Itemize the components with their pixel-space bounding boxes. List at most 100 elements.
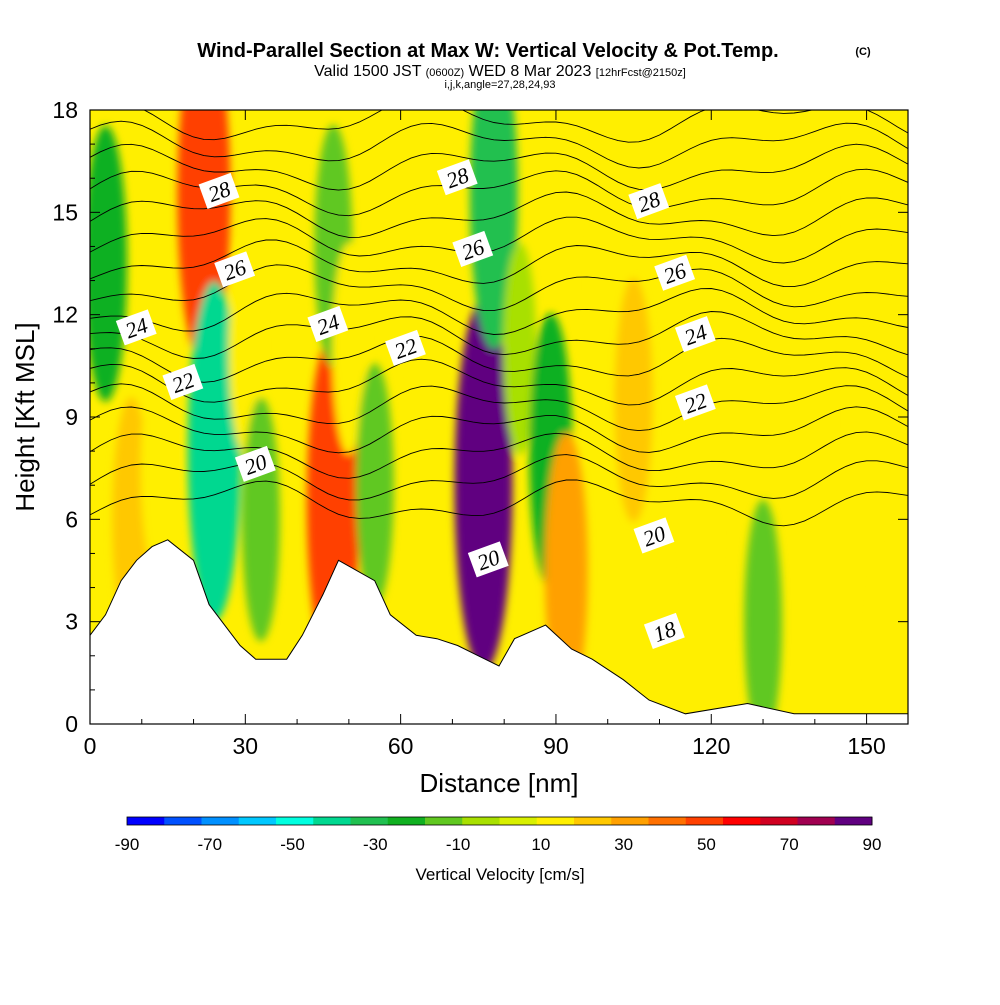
theta-contour-line — [90, 383, 908, 432]
colorbar-swatch — [536, 817, 575, 825]
theta-contour-line — [90, 431, 908, 479]
colorbar-tick-label: -30 — [363, 835, 388, 854]
theta-contour-line — [90, 191, 908, 238]
theta-contour-line — [90, 239, 908, 288]
contour-label-box — [307, 305, 349, 342]
contour-label-box — [674, 316, 716, 353]
y-tick-label: 9 — [65, 404, 78, 430]
colorbar-tick-label: -10 — [446, 835, 471, 854]
contour-label: 26 — [214, 251, 256, 288]
contour-label-box — [633, 517, 675, 554]
colorbar-tick-label: 10 — [531, 835, 550, 854]
vertical-velocity-cell — [614, 277, 653, 522]
y-tick-label: 15 — [52, 199, 78, 225]
contour-label-box — [452, 230, 494, 267]
x-tick-label: 30 — [233, 733, 259, 759]
colorbar-tick-label: 50 — [697, 835, 716, 854]
theta-contour-line — [90, 143, 908, 191]
contour-label-box — [162, 363, 204, 400]
colorbar-swatch — [425, 817, 463, 825]
x-tick-label: 120 — [692, 733, 730, 759]
colorbar-tick-label: 90 — [863, 835, 882, 854]
contour-label-box — [628, 183, 670, 220]
vertical-velocity-cell — [684, 413, 718, 626]
indices-note: i,j,k,angle=27,28,24,93 — [444, 79, 555, 91]
vertical-velocity-cell — [228, 242, 262, 455]
colorbar-frame — [126, 816, 873, 826]
vertical-velocity-cell — [469, 110, 518, 350]
colorbar-tick-label: -50 — [280, 835, 305, 854]
contour-label: 20 — [467, 541, 509, 578]
colorbar-swatch — [499, 817, 538, 825]
vertical-velocity-cell — [870, 549, 904, 724]
vertical-velocity-cell — [410, 208, 444, 421]
contour-label-box — [654, 254, 696, 291]
colorbar-swatch — [238, 817, 277, 825]
colorbar: -90 -70 -50 -30 -10 10 30 50 70 90 — [115, 816, 882, 854]
x-tick-label: 150 — [847, 733, 885, 759]
vertical-velocity-cell — [798, 311, 832, 523]
colorbar-swatch — [685, 817, 724, 825]
theta-contour-line — [90, 358, 908, 406]
x-tick-label: 60 — [388, 733, 414, 759]
vertical-velocity-cell — [850, 110, 884, 319]
subtitle-utc: (0600Z) — [426, 67, 465, 79]
contour-label: 20 — [633, 517, 675, 554]
vertical-velocity-cell — [503, 242, 537, 455]
theta-contour-line — [90, 479, 908, 527]
colorbar-swatch — [760, 817, 798, 825]
contour-label: 18 — [643, 612, 685, 649]
colorbar-label: Vertical Velocity [cm/s] — [415, 865, 584, 884]
colorbar-tick-label: 70 — [780, 835, 799, 854]
x-tick-label: 90 — [543, 733, 569, 759]
y-tick-label: 18 — [52, 97, 78, 123]
subtitle-fcst: [12hrFcst@2150z] — [596, 67, 686, 79]
contour-label-box — [674, 384, 716, 421]
colorbar-swatch — [387, 817, 426, 825]
colorbar-swatch — [164, 817, 202, 825]
contour-label: 24 — [674, 316, 716, 353]
x-axis-label: Distance [nm] — [420, 768, 579, 798]
theta-contour-line — [90, 311, 908, 359]
contour-label: 22 — [162, 363, 204, 400]
theta-contour-line — [90, 288, 908, 335]
colorbar-swatch — [574, 817, 612, 825]
y-tick-label: 12 — [52, 302, 78, 328]
x-tick-label: 0 — [84, 733, 97, 759]
colorbar-swatch — [834, 817, 873, 825]
vertical-velocity-cell — [140, 362, 174, 575]
y-axis-label: Height [Kft MSL] — [10, 322, 40, 511]
contour-label-box — [214, 251, 256, 288]
theta-contour-line — [90, 264, 908, 312]
contour-label-box — [467, 541, 509, 578]
contour-label-box — [234, 445, 276, 482]
colorbar-swatch — [797, 817, 836, 825]
colorbar-swatch — [723, 817, 761, 825]
contour-label-box — [643, 612, 685, 649]
chart-title: Wind-Parallel Section at Max W: Vertical… — [197, 40, 778, 62]
copyright-mark: (C) — [855, 46, 871, 58]
colorbar-swatch — [201, 817, 240, 825]
y-tick-label: 0 — [65, 711, 78, 737]
colorbar-tick-label: -70 — [197, 835, 222, 854]
contour-label: 22 — [385, 329, 426, 366]
vertical-velocity-cell — [332, 242, 366, 455]
vertical-velocity-cell — [744, 499, 783, 724]
theta-contour-line — [90, 216, 908, 264]
contour-label-box — [115, 309, 157, 346]
colorbar-swatch — [313, 817, 351, 825]
contour-label-box — [198, 172, 240, 209]
vertical-velocity-cell — [355, 363, 394, 608]
theta-contour-line — [143, 110, 908, 143]
y-tick-label: 3 — [65, 609, 78, 635]
theta-contour-line — [90, 454, 908, 501]
contour-label-box — [385, 329, 426, 366]
subtitle-date: WED 8 Mar 2023 — [469, 63, 592, 80]
contour-label-box — [436, 159, 478, 196]
colorbar-tick-label: -90 — [115, 835, 140, 854]
axes: 0 30 60 90 120 150 0 3 6 9 12 15 18 — [52, 97, 908, 759]
colorbar-swatch — [127, 817, 165, 825]
